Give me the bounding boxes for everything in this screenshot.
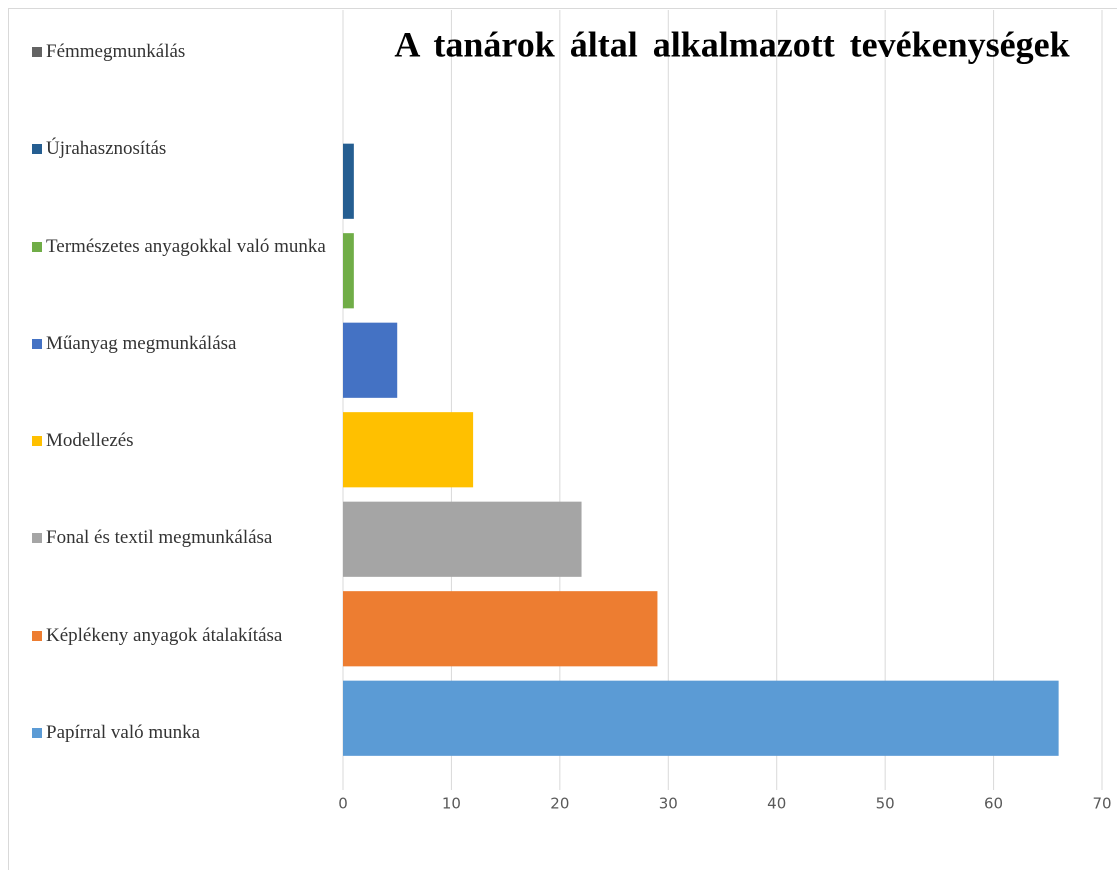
legend-label: Fémmegmunkálás [46,41,186,62]
legend-entry: Fonal és textil megmunkálása [32,525,332,551]
legend-entry: Fémmegmunkálás [32,39,332,65]
x-tick-label: 50 [876,795,895,813]
chart-title: A tanárok által alkalmazott tevékenysége… [394,24,1069,64]
legend-swatch [32,241,42,252]
legend-swatch [32,144,42,155]
chart-frame [8,8,1117,870]
legend-label: Képlékeny anyagok átalakítása [46,624,283,646]
legend-entry: Természetes anyagokkal való munka [32,234,332,260]
legend-swatch [32,47,42,57]
legend-entry: Papírral való munka [32,720,332,746]
legend-entry: Műanyag megmunkálása [32,331,332,357]
bar [343,591,658,667]
x-tick-label: 40 [767,795,786,813]
legend-swatch [32,436,42,447]
x-tick-label: 20 [550,795,569,813]
x-tick-label: 30 [659,795,678,813]
legend-entry: Modellezés [32,428,332,454]
legend-swatch [32,338,42,349]
bar [343,322,398,398]
x-tick-label: 70 [1092,795,1111,813]
legend-swatch [32,533,42,544]
bar [343,680,1059,756]
legend-swatch [32,728,42,738]
bar [343,233,354,309]
legend-label: Modellezés [46,430,134,452]
x-tick-label: 10 [442,795,461,813]
legend-entry: Képlékeny anyagok átalakítása [32,623,332,649]
legend-label: Újrahasznosítás [46,138,167,160]
legend-swatch [32,630,42,641]
bar [343,143,354,219]
legend-label: Papírral való munka [46,722,201,743]
legend-label: Fonal és textil megmunkálása [46,527,273,549]
x-tick-label: 60 [984,795,1003,813]
x-tick-label: 0 [338,795,348,813]
bar [343,412,474,488]
legend-entry: Újrahasznosítás [32,136,332,162]
legend-label: Műanyag megmunkálása [46,332,237,354]
bar [343,501,582,577]
legend-label: Természetes anyagokkal való munka [46,235,326,257]
